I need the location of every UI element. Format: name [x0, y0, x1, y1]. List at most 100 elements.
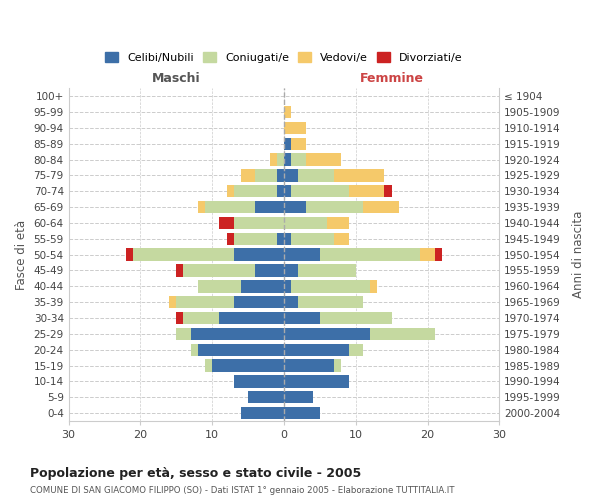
Bar [277, 185, 284, 198]
Bar [284, 122, 305, 134]
Bar [248, 391, 284, 404]
Bar [241, 170, 284, 181]
Bar [255, 264, 284, 276]
Bar [198, 280, 284, 292]
Bar [212, 360, 284, 372]
Bar [184, 264, 284, 276]
Bar [284, 296, 298, 308]
Bar [334, 170, 385, 181]
Bar [305, 201, 363, 213]
Bar [305, 154, 341, 166]
Bar [184, 312, 284, 324]
Bar [234, 248, 284, 261]
Bar [248, 391, 284, 404]
Bar [198, 344, 284, 356]
Bar [198, 201, 284, 213]
Bar [370, 280, 377, 292]
Bar [284, 170, 298, 181]
Text: Popolazione per età, sesso e stato civile - 2005: Popolazione per età, sesso e stato civil… [30, 468, 361, 480]
Bar [234, 217, 284, 229]
Bar [176, 328, 284, 340]
Bar [220, 312, 284, 324]
Bar [234, 185, 284, 198]
Bar [191, 344, 284, 356]
Bar [277, 170, 284, 181]
Bar [385, 185, 392, 198]
Bar [241, 280, 284, 292]
Bar [176, 296, 284, 308]
Bar [284, 106, 291, 118]
Bar [284, 217, 327, 229]
Bar [191, 344, 284, 356]
Bar [241, 407, 284, 419]
Bar [205, 360, 284, 372]
Bar [184, 264, 284, 276]
Bar [269, 154, 284, 166]
Bar [234, 375, 284, 388]
Bar [176, 312, 284, 324]
Bar [234, 296, 284, 308]
Bar [184, 312, 284, 324]
Bar [176, 264, 284, 276]
Bar [284, 185, 291, 198]
Bar [291, 280, 370, 292]
Bar [349, 185, 385, 198]
Text: COMUNE DI SAN GIACOMO FILIPPO (SO) - Dati ISTAT 1° gennaio 2005 - Elaborazione T: COMUNE DI SAN GIACOMO FILIPPO (SO) - Dat… [30, 486, 455, 495]
Bar [198, 280, 284, 292]
Bar [269, 154, 284, 166]
Bar [205, 360, 284, 372]
Bar [284, 407, 320, 419]
Bar [277, 232, 284, 245]
Bar [291, 185, 349, 198]
Bar [248, 391, 284, 404]
Bar [234, 375, 284, 388]
Bar [284, 280, 291, 292]
Bar [284, 344, 349, 356]
Bar [434, 248, 442, 261]
Bar [133, 248, 284, 261]
Bar [298, 264, 356, 276]
Bar [227, 232, 284, 245]
Bar [227, 185, 284, 198]
Bar [169, 296, 284, 308]
Bar [220, 217, 284, 229]
Bar [284, 312, 320, 324]
Y-axis label: Anni di nascita: Anni di nascita [572, 211, 585, 298]
Text: Maschi: Maschi [152, 72, 200, 85]
Bar [198, 201, 284, 213]
Bar [126, 248, 284, 261]
Bar [255, 201, 284, 213]
Bar [241, 170, 284, 181]
Bar [191, 328, 284, 340]
Bar [248, 391, 284, 404]
Bar [176, 328, 284, 340]
Bar [169, 296, 284, 308]
Bar [241, 407, 284, 419]
Bar [234, 232, 284, 245]
Bar [205, 360, 284, 372]
Bar [191, 344, 284, 356]
Bar [284, 154, 291, 166]
Bar [284, 248, 320, 261]
Bar [291, 154, 305, 166]
Bar [241, 407, 284, 419]
Bar [205, 201, 284, 213]
Bar [291, 232, 334, 245]
Y-axis label: Fasce di età: Fasce di età [15, 220, 28, 290]
Bar [363, 201, 399, 213]
Bar [277, 154, 284, 166]
Bar [284, 232, 291, 245]
Bar [320, 248, 421, 261]
Bar [255, 170, 284, 181]
Bar [298, 296, 363, 308]
Bar [421, 248, 434, 261]
Bar [284, 360, 334, 372]
Bar [284, 328, 370, 340]
Bar [234, 375, 284, 388]
Bar [284, 391, 313, 404]
Bar [227, 185, 284, 198]
Bar [133, 248, 284, 261]
Bar [327, 217, 349, 229]
Bar [320, 312, 392, 324]
Bar [349, 344, 363, 356]
